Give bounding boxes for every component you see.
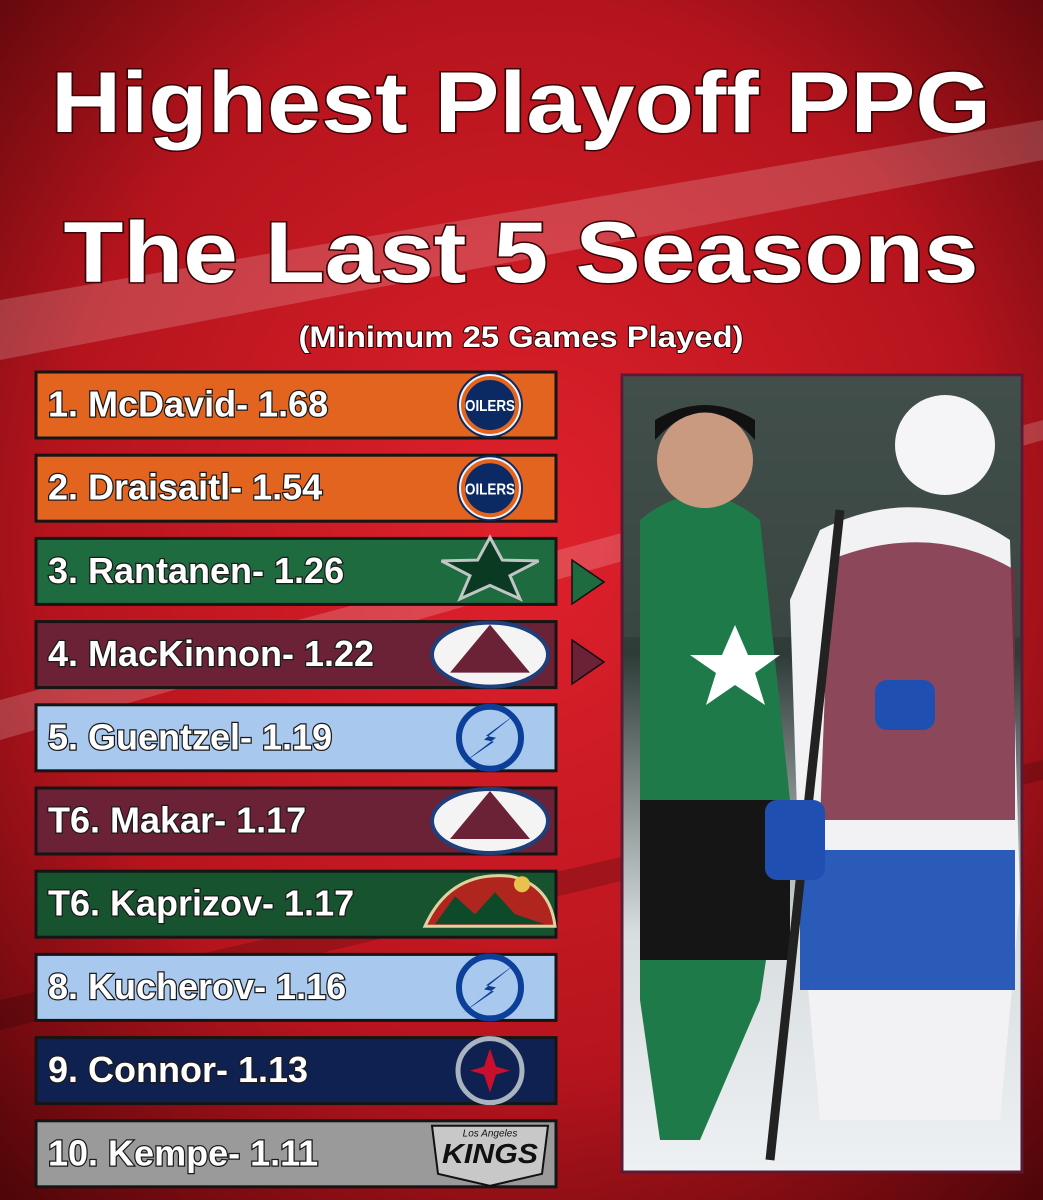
arrow <box>571 558 606 606</box>
row-label: 2. Draisaitl- 1.54 <box>48 467 322 508</box>
row-label: 1. McDavid- 1.68 <box>48 384 328 425</box>
title-line-2: The Last 5 Seasons <box>64 205 979 301</box>
logo-text: Los Angeles <box>463 1128 518 1139</box>
row-label: 3. Rantanen- 1.26 <box>48 550 344 591</box>
row-label: T6. Makar- 1.17 <box>48 800 306 841</box>
list-row: 5. Guentzel- 1.19 <box>34 703 558 773</box>
subtitle: (Minimum 25 Games Played) <box>299 321 744 354</box>
logo-text: OILERS <box>465 481 515 498</box>
list-row: 1. McDavid- 1.68 OILERS <box>34 370 558 440</box>
team-logo <box>440 534 540 602</box>
team-logo <box>450 624 530 673</box>
photo <box>620 373 1024 1174</box>
list-row: 4. MacKinnon- 1.22 <box>34 620 558 690</box>
team-logo <box>462 713 516 764</box>
team-logo <box>450 791 530 839</box>
row-label: 8. Kucherov- 1.16 <box>48 966 346 1007</box>
team-logo <box>456 953 524 1022</box>
row-label: 10. Kempe- 1.11 <box>48 1132 318 1173</box>
team-logo <box>456 703 524 772</box>
list-row: 2. Draisaitl- 1.54 OILERS <box>34 453 558 523</box>
list-row: 8. Kucherov- 1.16 <box>34 952 558 1022</box>
team-logo <box>470 1048 510 1093</box>
list-row: T6. Kaprizov- 1.17 <box>34 869 558 939</box>
team-logo <box>514 876 530 893</box>
title-line-1: Highest Playoff PPG <box>51 55 991 151</box>
team-logo <box>430 1124 550 1187</box>
row-label: 9. Connor- 1.13 <box>48 1049 308 1090</box>
team-logo <box>435 892 545 925</box>
team-logo <box>461 459 519 518</box>
logo-text: OILERS <box>465 398 515 415</box>
row-label: T6. Kaprizov- 1.17 <box>48 883 354 924</box>
row-label: 5. Guentzel- 1.19 <box>48 716 332 757</box>
list-row: 9. Connor- 1.13 <box>34 1036 558 1106</box>
list-row: T6. Makar- 1.17 <box>34 786 558 856</box>
team-logo <box>462 963 516 1014</box>
logo-text: KINGS <box>442 1138 538 1169</box>
team-logo <box>461 376 519 434</box>
list-row: 3. Rantanen- 1.26 <box>34 534 558 606</box>
row-label: 4. MacKinnon- 1.22 <box>48 633 374 674</box>
arrow <box>571 638 606 686</box>
